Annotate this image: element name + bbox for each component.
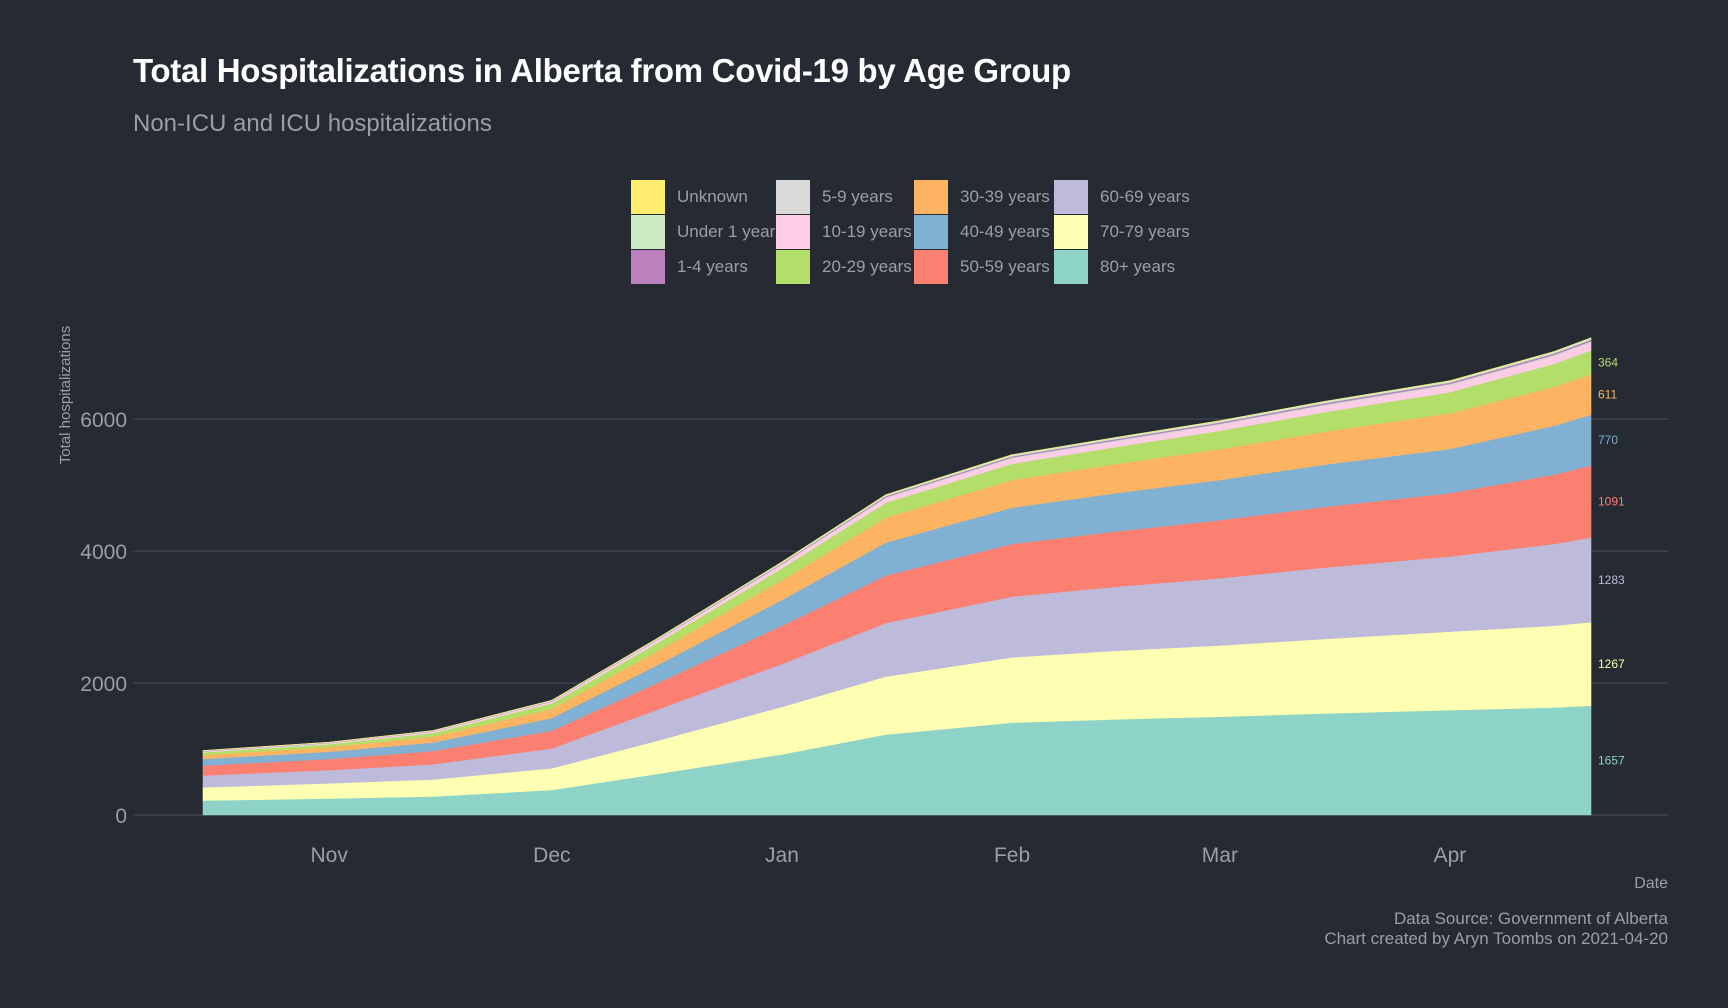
- legend-label: 70-79 years: [1100, 221, 1190, 241]
- legend-item-30-39-years: 30-39 years: [914, 179, 1054, 214]
- legend-label: 50-59 years: [960, 256, 1050, 276]
- legend-swatch: [1054, 249, 1088, 284]
- legend-label: Under 1 year: [677, 221, 776, 241]
- legend-item-70-79-years: 70-79 years: [1054, 214, 1204, 249]
- legend-swatch: [1054, 179, 1088, 214]
- legend-label: 30-39 years: [960, 186, 1050, 206]
- end-label-40-49-years: 770: [1598, 433, 1618, 447]
- x-tick-label-apr: Apr: [1434, 844, 1467, 867]
- legend-item-50-59-years: 50-59 years: [914, 249, 1054, 284]
- end-label-70-79-years: 1267: [1598, 657, 1625, 671]
- legend-swatch: [914, 249, 948, 284]
- y-tick-label: 0: [115, 805, 127, 828]
- legend-label: 5-9 years: [822, 186, 893, 206]
- legend-item-10-19-years: 10-19 years: [776, 214, 914, 249]
- chart-subtitle: Non-ICU and ICU hospitalizations: [133, 110, 492, 137]
- legend-item-20-29-years: 20-29 years: [776, 249, 914, 284]
- legend-swatch: [631, 249, 665, 284]
- label-layer: 0 2000 4000 6000 Nov Dec Jan Feb Mar Apr 1657 1267 1…: [80, 355, 1625, 867]
- legend-swatch: [914, 214, 948, 249]
- y-axis-title: Total hospitalizations: [57, 326, 74, 464]
- legend-item-5-9-years: 5-9 years: [776, 179, 914, 214]
- y-tick-label: 6000: [80, 409, 127, 432]
- x-tick-label-dec: Dec: [533, 844, 570, 867]
- area-layer: [202, 337, 1592, 816]
- legend-swatch: [631, 214, 665, 249]
- data-source-caption: Data Source: Government of Alberta: [1393, 909, 1668, 928]
- chart-legend: Unknown Under 1 year 1-4 years 5-9 years 10-…: [631, 179, 1204, 284]
- legend-label: 60-69 years: [1100, 186, 1190, 206]
- legend-item-80plus-years: 80+ years: [1054, 249, 1204, 284]
- legend-label: 1-4 years: [677, 256, 748, 276]
- legend-swatch: [631, 179, 665, 214]
- legend-label: 10-19 years: [822, 221, 912, 241]
- legend-label: 40-49 years: [960, 221, 1050, 241]
- end-label-80plus-years: 1657: [1598, 753, 1625, 767]
- legend-swatch: [776, 214, 810, 249]
- area-unknown: [202, 337, 1592, 751]
- x-axis-title: Date: [1634, 875, 1668, 892]
- legend-item-under-1-year: Under 1 year: [631, 214, 776, 249]
- legend-item-1-4-years: 1-4 years: [631, 249, 776, 284]
- x-tick-label-mar: Mar: [1202, 844, 1238, 867]
- legend-swatch: [1054, 214, 1088, 249]
- chart-title: Total Hospitalizations in Alberta from C…: [133, 52, 1071, 89]
- y-tick-label: 4000: [80, 541, 127, 564]
- end-label-30-39-years: 611: [1598, 388, 1617, 402]
- x-tick-label-nov: Nov: [311, 844, 349, 867]
- chart-credit-caption: Chart created by Aryn Toombs on 2021-04-…: [1324, 929, 1668, 948]
- legend-item-unknown: Unknown: [631, 179, 776, 214]
- end-label-50-59-years: 1091: [1598, 494, 1625, 508]
- legend-swatch: [776, 249, 810, 284]
- legend-label: 80+ years: [1100, 256, 1176, 276]
- legend-item-40-49-years: 40-49 years: [914, 214, 1054, 249]
- legend-label: Unknown: [677, 186, 748, 206]
- legend-label: 20-29 years: [822, 256, 912, 276]
- legend-item-60-69-years: 60-69 years: [1054, 179, 1204, 214]
- end-label-20-29-years: 364: [1598, 355, 1618, 369]
- legend-swatch: [914, 179, 948, 214]
- x-tick-label-feb: Feb: [994, 844, 1030, 867]
- legend-swatch: [776, 179, 810, 214]
- end-label-60-69-years: 1283: [1598, 573, 1625, 587]
- y-tick-label: 2000: [80, 673, 127, 696]
- x-tick-label-jan: Jan: [765, 844, 799, 867]
